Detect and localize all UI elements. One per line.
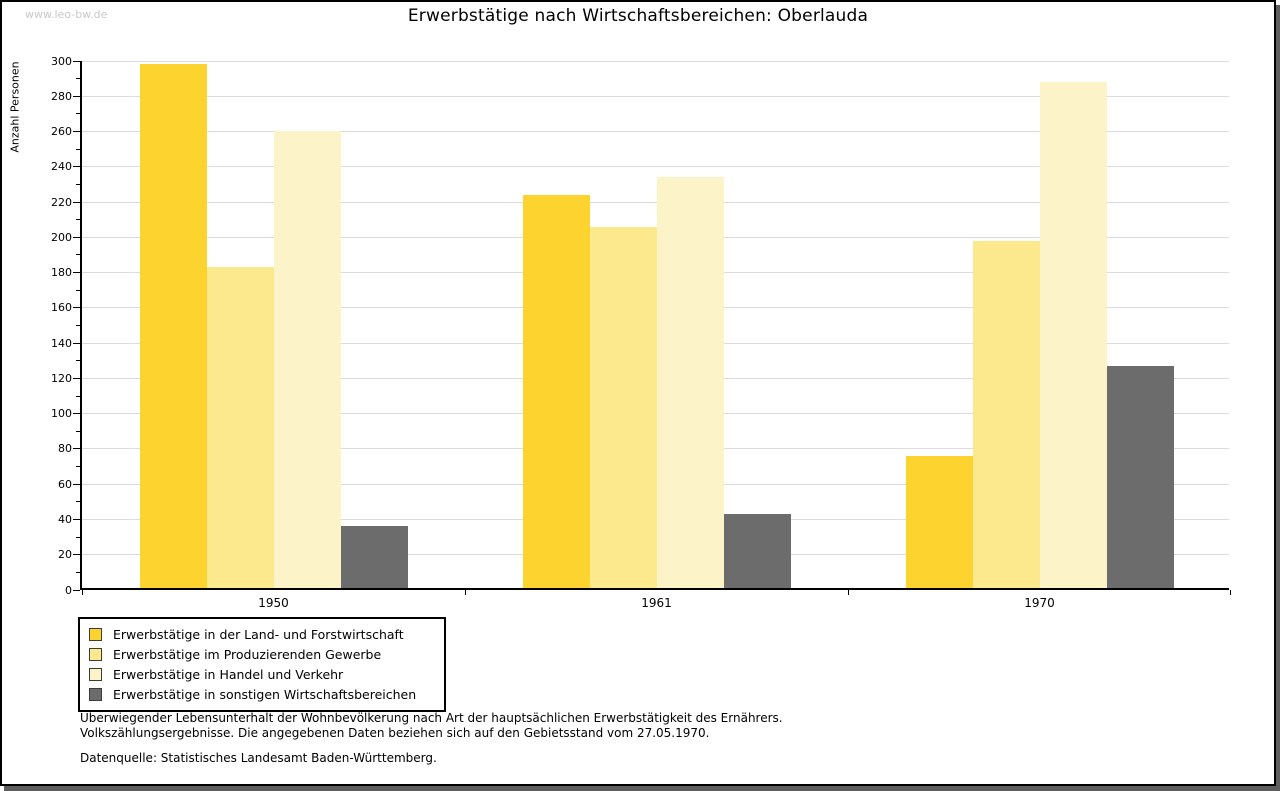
y-axis-minor-tick (76, 536, 80, 538)
y-axis-tick (73, 413, 80, 415)
y-axis-tick (73, 60, 80, 62)
bar (1106, 365, 1174, 588)
y-axis-minor-tick (76, 78, 80, 80)
y-axis-minor-tick (76, 113, 80, 115)
y-axis-tick (73, 307, 80, 309)
x-category-label: 1970 (1024, 596, 1055, 610)
watermark: www.leo-bw.de (25, 8, 108, 21)
gridline (82, 166, 1229, 168)
bar (905, 455, 973, 588)
y-tick-label: 200 (51, 230, 72, 244)
footnote-line: Volkszählungsergebnisse. Die angegebenen… (80, 726, 710, 740)
y-axis-minor-tick (76, 466, 80, 468)
gridline (82, 131, 1229, 133)
y-axis-minor-tick (76, 148, 80, 150)
y-axis-minor-tick (76, 360, 80, 362)
y-tick-label: 60 (58, 477, 72, 491)
y-tick-label: 280 (51, 89, 72, 103)
gridline (82, 201, 1229, 203)
y-axis-tick (73, 483, 80, 485)
y-tick-label: 100 (51, 407, 72, 421)
y-tick-label: 40 (58, 512, 72, 526)
bar (723, 513, 791, 588)
bar (656, 177, 724, 588)
gridline (82, 60, 1229, 62)
legend-swatch-handel-verkehr (89, 667, 102, 681)
y-axis-minor-tick (76, 501, 80, 503)
legend-item: Erwerbstätige im Produzierenden Gewerbe (89, 644, 435, 664)
y-axis-tick (73, 201, 80, 203)
legend-swatch-produzierendes-gewerbe (89, 647, 102, 661)
y-axis-minor-tick (76, 395, 80, 397)
y-axis-minor-tick (76, 219, 80, 221)
data-source: Datenquelle: Statistisches Landesamt Bad… (80, 751, 437, 765)
y-tick-label: 220 (51, 195, 72, 209)
legend-label: Erwerbstätige in Handel und Verkehr (113, 666, 344, 682)
bar (340, 526, 408, 588)
footnotes: Überwiegender Lebensunterhalt der Wohnbe… (80, 711, 783, 766)
bar (522, 194, 590, 588)
y-tick-label: 0 (65, 583, 72, 597)
y-axis-tick (73, 166, 80, 168)
bar (589, 226, 657, 588)
y-axis-tick (73, 342, 80, 344)
y-tick-label: 240 (51, 160, 72, 174)
y-axis-tick (73, 518, 80, 520)
legend-item: Erwerbstätige in der Land- und Forstwirt… (89, 624, 435, 644)
y-axis-tick (73, 95, 80, 97)
legend-label: Erwerbstätige im Produzierenden Gewerbe (113, 646, 382, 662)
y-axis-minor-tick (76, 254, 80, 256)
legend-item: Erwerbstätige in sonstigen Wirtschaftsbe… (89, 684, 435, 704)
x-axis-tick (848, 590, 849, 595)
y-axis-tick (73, 554, 80, 556)
legend-swatch-sonstige (89, 687, 102, 701)
bar (1039, 81, 1107, 588)
y-tick-label: 180 (51, 266, 72, 280)
bar (206, 267, 274, 588)
bar (139, 64, 207, 588)
x-axis-tick (82, 590, 83, 595)
y-axis-tick (73, 589, 80, 591)
x-category-label: 1950 (258, 596, 289, 610)
y-tick-label: 160 (51, 301, 72, 315)
x-axis-tick (465, 590, 466, 595)
gridline (82, 95, 1229, 97)
bar (273, 131, 341, 588)
y-axis-title: Anzahl Personen (8, 61, 22, 153)
y-tick-label: 120 (51, 371, 72, 385)
footnote-line: Überwiegender Lebensunterhalt der Wohnbe… (80, 711, 783, 725)
y-axis-tick (73, 272, 80, 274)
legend-label: Erwerbstätige in sonstigen Wirtschaftsbe… (113, 686, 417, 702)
y-axis-minor-tick (76, 183, 80, 185)
y-tick-label: 140 (51, 336, 72, 350)
plot-area: 0 20 40 60 80 100 120 140 160 180 200 220 240 260 280 3… (51, 55, 1231, 610)
y-axis-minor-tick (76, 325, 80, 326)
y-tick-label: 20 (58, 548, 72, 562)
y-axis-tick (73, 236, 80, 238)
y-axis-tick (73, 377, 80, 379)
x-axis-tick (1230, 590, 1231, 595)
y-axis-minor-tick (76, 430, 80, 432)
y-axis-tick (73, 448, 80, 450)
legend-swatch-land-forstwirtschaft (89, 627, 102, 641)
y-axis-tick (73, 131, 80, 133)
chart-title: Erwerbstätige nach Wirtschaftsbereichen:… (407, 6, 869, 26)
y-axis-minor-tick (76, 289, 80, 291)
y-tick-label: 300 (51, 54, 72, 68)
legend: Erwerbstätige in der Land- und Forstwirt… (78, 617, 446, 712)
legend-item: Erwerbstätige in Handel und Verkehr (89, 664, 435, 684)
y-tick-label: 80 (58, 442, 72, 456)
legend-label: Erwerbstätige in der Land- und Forstwirt… (113, 626, 404, 642)
y-tick-label: 260 (51, 125, 72, 139)
y-axis-minor-tick (76, 571, 80, 573)
x-category-label: 1961 (641, 596, 672, 610)
bar (972, 240, 1040, 588)
